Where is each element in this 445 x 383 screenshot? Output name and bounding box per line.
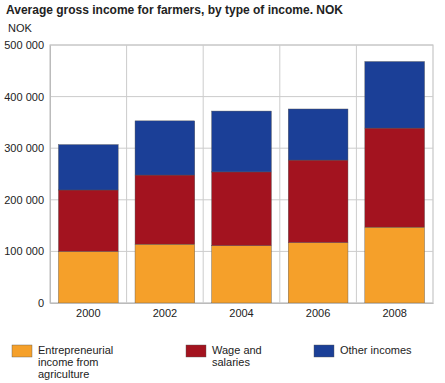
legend-label: Wage andsalaries (212, 344, 262, 368)
y-tick: 300 000 (4, 142, 50, 154)
x-tick: 2006 (306, 303, 330, 319)
bar (365, 128, 425, 227)
legend-label: Other incomes (340, 344, 412, 356)
bar (58, 145, 118, 190)
grid-line-vertical (279, 45, 280, 303)
legend-label: Entrepreneurialincome fromagriculture (38, 344, 113, 380)
bar (288, 243, 348, 303)
x-tick-label: 2000 (76, 307, 100, 319)
y-tick: 400 000 (4, 91, 50, 103)
bar (58, 190, 118, 251)
grid-line-vertical (203, 45, 204, 303)
bar (58, 251, 118, 303)
y-tick-label: 500 000 (4, 39, 44, 51)
chart: Average gross income for farmers, by typ… (0, 0, 445, 383)
y-axis: 0 100 000 200 000 300 000 400 000 500 000 (4, 39, 50, 309)
y-tick-label: 100 000 (4, 245, 44, 257)
bar (135, 244, 195, 303)
legend: Entrepreneurialincome fromagriculture Wag… (12, 344, 412, 380)
x-tick: 2008 (382, 303, 406, 319)
y-tick-label: 300 000 (4, 142, 44, 154)
x-tick-label: 2006 (306, 307, 330, 319)
bar (212, 172, 272, 246)
y-tick: 200 000 (4, 194, 50, 206)
y-tick: 100 000 (4, 245, 50, 257)
bar (288, 109, 348, 160)
bar (365, 227, 425, 303)
grid-line-vertical (356, 45, 357, 303)
x-axis: 2000 2002 2004 2006 2008 (51, 303, 434, 319)
plot-frame (50, 45, 433, 303)
bar (365, 62, 425, 129)
grid-line (50, 45, 433, 46)
bar (288, 160, 348, 243)
bar (135, 175, 195, 244)
y-axis-line (50, 46, 51, 304)
x-tick-label: 2004 (229, 307, 253, 319)
legend-swatch (314, 345, 334, 357)
bars (58, 62, 424, 303)
y-tick-label: 400 000 (4, 91, 44, 103)
legend-swatch (12, 345, 32, 357)
y-tick: 0 (38, 297, 50, 309)
title: Average gross income for farmers, by typ… (6, 3, 343, 17)
bar (212, 246, 272, 303)
x-tick-label: 2008 (382, 307, 406, 319)
x-tick: 2002 (153, 303, 177, 319)
bar (212, 111, 272, 172)
legend-swatch (186, 345, 206, 357)
x-tick: 2000 (76, 303, 100, 319)
x-tick: 2004 (229, 303, 253, 319)
grid-line-vertical (126, 45, 127, 303)
y-tick-label: 0 (38, 297, 44, 309)
x-axis-line (51, 303, 434, 304)
x-tick-label: 2002 (153, 307, 177, 319)
bar (135, 121, 195, 175)
y-axis-label: NOK (8, 22, 33, 34)
y-tick: 500 000 (4, 39, 50, 51)
y-tick-label: 200 000 (4, 194, 44, 206)
